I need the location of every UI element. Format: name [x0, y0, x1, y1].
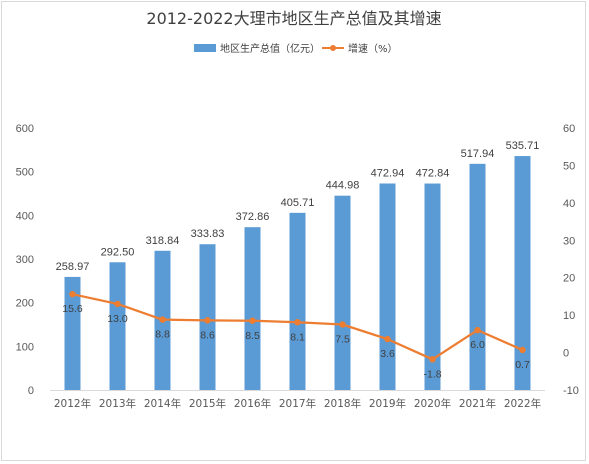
- y-right-tick-label: 0: [563, 348, 569, 360]
- bar: [289, 212, 306, 390]
- x-tick-label: 2013年: [99, 397, 136, 410]
- growth-value-label: 7.5: [335, 334, 350, 346]
- y-right-tick-label: -10: [563, 385, 579, 397]
- growth-value-label: 8.1: [290, 331, 305, 343]
- bar-value-label: 517.94: [461, 148, 495, 160]
- x-tick-label: 2019年: [369, 397, 406, 410]
- growth-value-label: 13.0: [107, 313, 128, 325]
- growth-point: [429, 356, 436, 363]
- growth-point: [384, 335, 391, 343]
- growth-point: [294, 319, 301, 326]
- x-tick-label: 2020年: [414, 397, 451, 410]
- bar: [514, 156, 531, 390]
- growth-point: [69, 290, 76, 298]
- growth-value-label: 15.6: [62, 303, 83, 315]
- bar-series: [64, 156, 531, 390]
- bar-value-label: 258.97: [56, 261, 90, 273]
- growth-value-label: 8.8: [155, 329, 170, 341]
- growth-point: [474, 326, 481, 334]
- growth-value-label: -1.8: [423, 368, 441, 380]
- legend-label-growth: 增速（%）: [348, 42, 398, 55]
- x-tick-label: 2015年: [189, 397, 226, 410]
- bar: [199, 244, 216, 390]
- bar: [424, 183, 441, 390]
- y-right-tick-label: 30: [563, 235, 575, 247]
- growth-value-label: 8.6: [200, 329, 215, 341]
- bar-value-label: 472.84: [416, 168, 450, 180]
- bar-value-label: 535.71: [506, 140, 540, 152]
- y-left-tick-label: 500: [16, 167, 34, 179]
- data-labels: 258.97 292.50 318.84 333.83 372.86 405.71 444.…: [56, 140, 540, 380]
- growth-line-series: [69, 290, 526, 363]
- x-tick-label: 2016年: [234, 397, 271, 410]
- legend-swatch-gdp: [194, 44, 216, 52]
- y-right-tick-label: 50: [563, 160, 575, 172]
- growth-point: [519, 346, 526, 354]
- growth-value-label: 0.7: [515, 359, 530, 371]
- growth-point: [249, 317, 256, 324]
- growth-point: [339, 321, 346, 328]
- x-tick-label: 2014年: [144, 397, 181, 410]
- bar-value-label: 292.50: [101, 246, 135, 258]
- y-right-tick-label: 20: [563, 273, 575, 285]
- bar-value-label: 472.94: [371, 167, 405, 179]
- growth-value-label: 6.0: [470, 339, 485, 351]
- bar-value-label: 405.71: [281, 197, 315, 209]
- x-tick-label: 2018年: [324, 397, 361, 410]
- bar: [244, 227, 261, 390]
- bar: [109, 262, 126, 390]
- y-left-tick-label: 100: [16, 341, 34, 353]
- growth-point: [204, 317, 211, 324]
- y-left-tick-label: 600: [16, 123, 34, 135]
- legend-marker-growth: [330, 45, 336, 51]
- growth-value-label: 8.5: [245, 330, 260, 342]
- growth-value-label: 3.6: [380, 348, 395, 360]
- legend-label-gdp: 地区生产总值（亿元）: [220, 42, 320, 55]
- bar: [469, 163, 486, 390]
- y-left-tick-label: 200: [16, 298, 34, 310]
- bar: [64, 276, 81, 390]
- bar-value-label: 444.98: [326, 180, 360, 192]
- chart-title: 2012-2022大理市地区生产总值及其增速: [146, 9, 441, 28]
- axes: 0 100 200 300 400 500 600 -10 0 10 20 30 40 50 60 2012年…: [16, 123, 579, 410]
- y-left-tick-label: 0: [28, 385, 34, 397]
- x-tick-label: 2017年: [279, 397, 316, 410]
- bar-value-label: 372.86: [236, 211, 270, 223]
- y-left-tick-label: 300: [16, 254, 34, 266]
- x-tick-label: 2022年: [504, 397, 541, 410]
- bar-value-label: 333.83: [191, 228, 225, 240]
- y-right-tick-label: 10: [563, 310, 575, 322]
- growth-point: [159, 316, 166, 323]
- y-left-tick-label: 400: [16, 210, 34, 222]
- growth-point: [114, 300, 121, 308]
- y-right-tick-label: 60: [563, 123, 575, 135]
- legend: 地区生产总值（亿元） 增速（%）: [194, 42, 398, 55]
- x-tick-label: 2012年: [54, 397, 91, 410]
- x-tick-label: 2021年: [459, 397, 496, 410]
- y-right-tick-label: 40: [563, 198, 575, 210]
- bar-value-label: 318.84: [146, 235, 180, 247]
- bar: [334, 195, 351, 390]
